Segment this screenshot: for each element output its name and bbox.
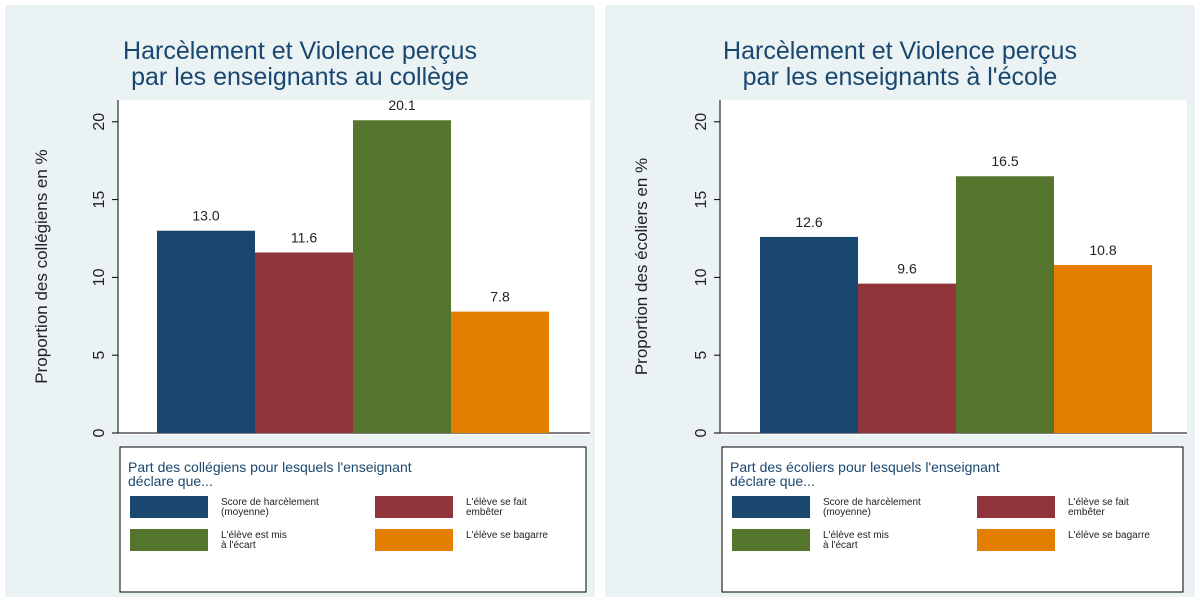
legend-label: L'élève est mis à l'écart: [221, 530, 287, 551]
legend-swatch: [130, 529, 208, 551]
y-axis-label: Proportion des écoliers en %: [632, 158, 651, 375]
y-tick-label: 10: [693, 268, 710, 286]
bar: [451, 311, 549, 433]
chart-title: Harcèlement et Violence perçus par les e…: [723, 37, 1077, 91]
value-label: 12.6: [795, 214, 822, 230]
legend-label: Score de harcèlement (moyenne): [221, 497, 319, 518]
bar: [1054, 264, 1152, 433]
legend-swatch: [977, 496, 1055, 518]
value-label: 9.6: [897, 261, 917, 277]
y-tick-label: 0: [693, 428, 710, 437]
legend-swatch: [977, 529, 1055, 551]
y-axis-label: Proportion des collégiens en %: [32, 149, 51, 383]
bar: [858, 283, 956, 433]
value-label: 13.0: [192, 208, 219, 224]
bar: [255, 252, 353, 433]
value-label: 16.5: [991, 153, 1018, 169]
bar: [157, 230, 255, 433]
legend-box: [721, 446, 1184, 593]
legend-swatch: [732, 496, 810, 518]
y-tick-label: 0: [91, 428, 108, 437]
chart-title: Harcèlement et Violence perçus par les e…: [123, 37, 477, 91]
legend-swatch: [375, 496, 453, 518]
value-label: 10.8: [1089, 242, 1116, 258]
legend-box: [119, 446, 587, 593]
y-tick-label: 10: [91, 268, 108, 286]
legend-label: Score de harcèlement (moyenne): [823, 497, 921, 518]
legend-label: L'élève se bagarre: [466, 530, 548, 541]
value-label: 20.1: [388, 97, 415, 113]
bar: [956, 176, 1054, 433]
y-tick-label: 20: [91, 113, 108, 131]
y-tick-label: 15: [91, 191, 108, 209]
legend-title: Part des écoliers pour lesquels l'enseig…: [730, 459, 1000, 489]
legend-title: Part des collégiens pour lesquels l'ense…: [128, 459, 412, 489]
bar: [353, 120, 451, 433]
legend-label: L'élève se fait embêter: [1068, 497, 1129, 518]
legend-swatch: [732, 529, 810, 551]
y-tick-label: 5: [91, 351, 108, 360]
legend-swatch: [130, 496, 208, 518]
legend-swatch: [375, 529, 453, 551]
y-tick-label: 15: [693, 191, 710, 209]
legend-label: L'élève se bagarre: [1068, 530, 1150, 541]
value-label: 7.8: [490, 289, 510, 305]
y-tick-label: 20: [693, 113, 710, 131]
y-tick-label: 5: [693, 351, 710, 360]
legend-label: L'élève est mis à l'écart: [823, 530, 889, 551]
bar: [760, 236, 858, 433]
value-label: 11.6: [291, 229, 317, 245]
legend-label: L'élève se fait embêter: [466, 497, 527, 518]
